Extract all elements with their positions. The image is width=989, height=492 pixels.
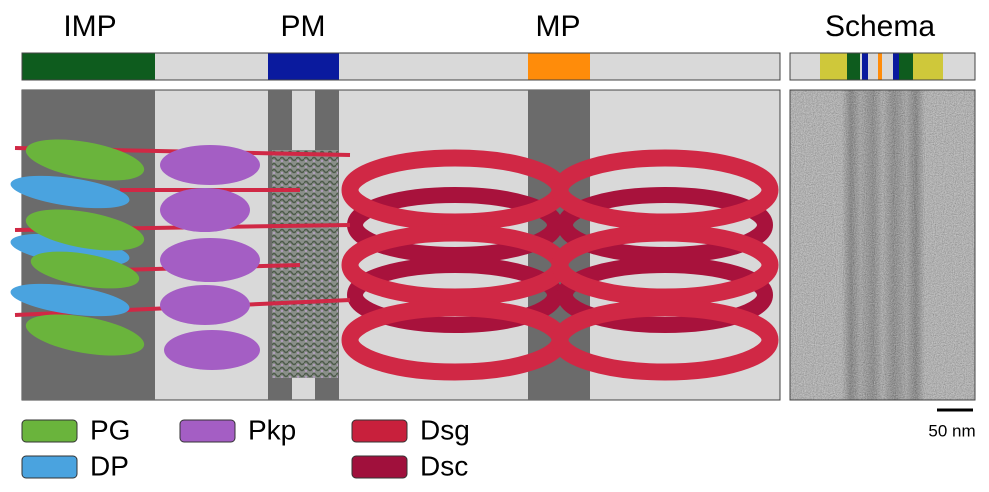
legend-label: DP <box>90 450 129 481</box>
region-label: IMP <box>63 10 116 43</box>
region-label: PM <box>281 10 326 43</box>
schema-bar <box>790 53 975 80</box>
legend-swatch <box>180 420 235 442</box>
legend-swatch <box>22 456 77 478</box>
region-bar <box>22 53 780 80</box>
figure: IMP PM MP Schema <box>0 0 989 487</box>
legend-label: Dsg <box>420 414 470 445</box>
scale-label: 50 nm <box>928 421 975 440</box>
legend-swatch <box>352 456 407 478</box>
legend-label: PG <box>90 414 130 445</box>
legend-swatch <box>22 420 77 442</box>
micrograph <box>790 90 975 400</box>
region-label: MP <box>536 10 581 43</box>
legend-swatch <box>352 420 407 442</box>
model-panel <box>9 90 780 400</box>
schema-label: Schema <box>825 10 935 43</box>
legend-label: Dsc <box>420 450 468 481</box>
legend-label: Pkp <box>248 414 296 445</box>
